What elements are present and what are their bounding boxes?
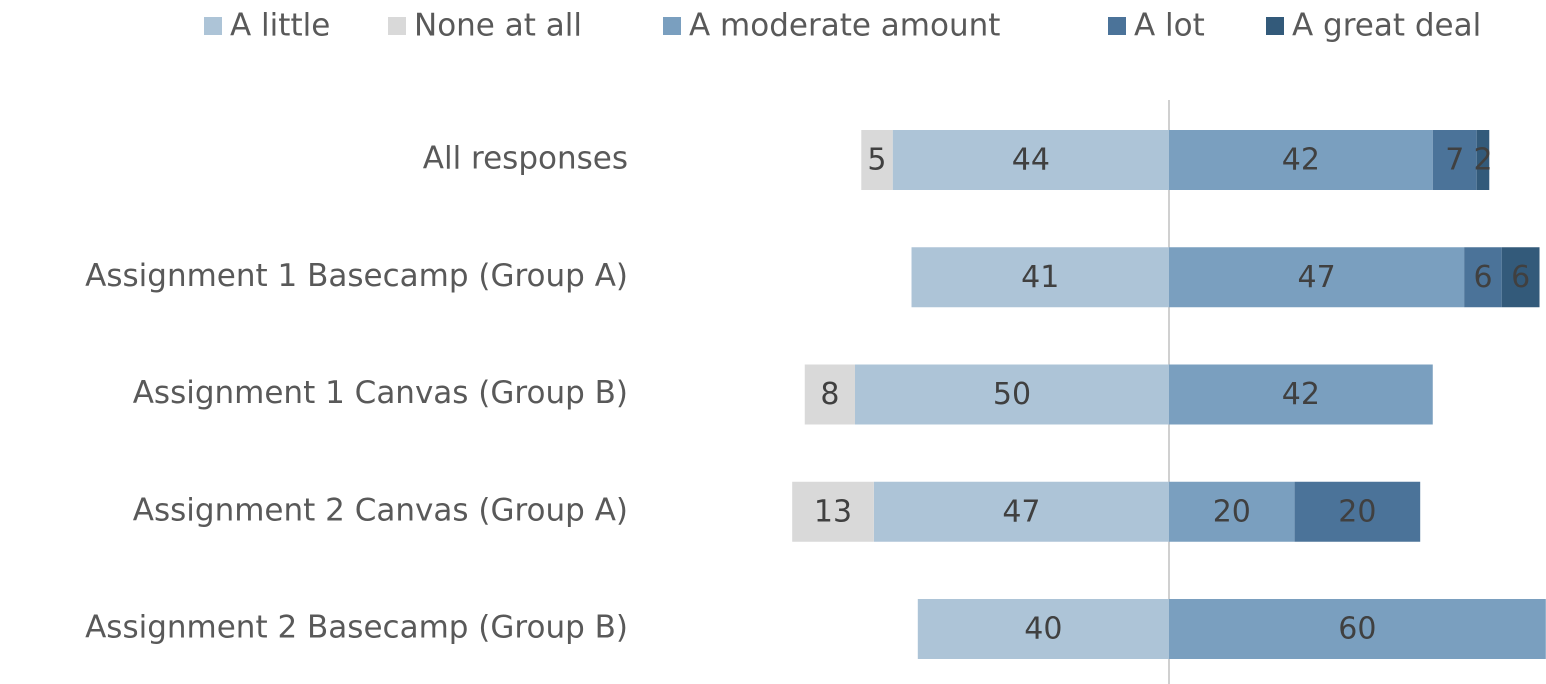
bar-segment [1464,247,1502,308]
bar-segment [917,599,1169,659]
bar-segment [1169,130,1433,190]
bar-segment [792,481,874,542]
data-label: 47 [1297,260,1335,295]
legend-label: A moderate amount [689,8,1000,44]
bar-segment [1169,599,1546,659]
bar-segment [1501,247,1540,308]
data-label: 7 [1445,143,1464,178]
data-label: 8 [820,377,839,412]
legend-swatch [388,17,406,35]
data-label: 40 [1024,612,1062,647]
data-label: 42 [1282,377,1320,412]
data-label: 47 [1002,494,1040,529]
data-label: 42 [1282,143,1320,178]
data-label: 44 [1012,143,1050,178]
data-label: 20 [1338,494,1376,529]
bar-segment [1432,130,1477,190]
legend-swatch [663,17,681,35]
legend-label: A great deal [1292,8,1481,44]
bar-segment [1169,247,1465,308]
legend-label: A little [230,8,330,44]
category-label: Assignment 1 Basecamp (Group A) [85,258,628,294]
legend-label: None at all [414,8,582,44]
data-label: 2 [1473,143,1492,178]
data-label: 41 [1021,260,1059,295]
category-label: Assignment 2 Basecamp (Group B) [85,610,628,646]
bar-segment [1169,481,1295,542]
bar-segment [892,130,1169,190]
data-label: 20 [1213,494,1251,529]
category-label: Assignment 2 Canvas (Group A) [133,492,628,528]
category-label: Assignment 1 Canvas (Group B) [133,375,628,411]
legend-label: A lot [1134,8,1205,44]
category-label: All responses [423,141,628,177]
legend-swatch [1108,17,1126,35]
bar-segment [855,364,1169,425]
bar-segment [911,247,1169,308]
data-label: 6 [1511,260,1530,295]
data-label: 5 [867,143,886,178]
bar-segment [1169,364,1433,425]
legend-swatch [204,17,222,35]
data-label: 50 [993,377,1031,412]
bar-segment [804,364,855,425]
legend-swatch [1266,17,1284,35]
bar-segment [861,130,893,190]
data-label: 60 [1338,612,1376,647]
bar-segment [1476,130,1490,190]
data-label: 6 [1473,260,1492,295]
data-label: 13 [814,494,852,529]
bar-segment [873,481,1169,542]
bar-segment [1294,481,1421,542]
